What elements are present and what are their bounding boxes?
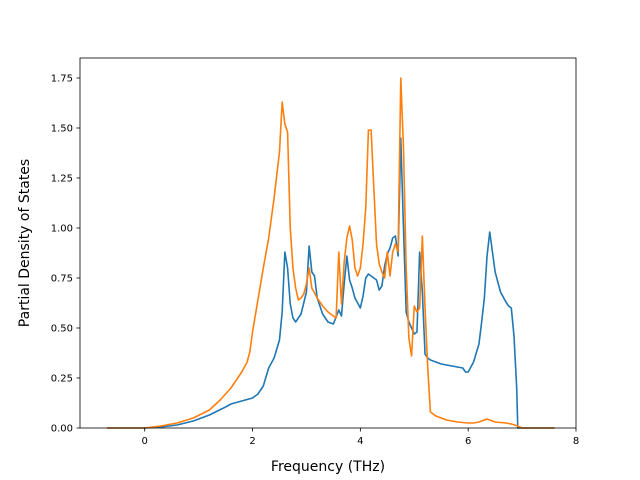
x-axis-ticks: 0 2 4 6 8 <box>142 428 579 447</box>
y-tick-label: 0.50 <box>51 324 73 335</box>
y-tick-label: 1.00 <box>51 224 73 235</box>
x-tick-label: 6 <box>465 436 471 447</box>
y-tick-label: 1.75 <box>51 74 73 85</box>
x-tick-label: 4 <box>357 436 363 447</box>
series-layer <box>106 77 555 429</box>
y-tick-label: 0.75 <box>51 274 73 285</box>
y-axis-label: Partial Density of States <box>17 159 33 327</box>
y-tick-label: 0.00 <box>51 424 73 435</box>
pdos-series-1-line <box>106 137 555 429</box>
plot-frame <box>79 57 577 429</box>
x-tick-label: 2 <box>249 436 255 447</box>
y-tick-label: 0.25 <box>51 374 73 385</box>
x-axis-label: Frequency (THz) <box>271 459 385 475</box>
y-axis-ticks: 0.00 0.25 0.50 0.75 1.00 1.25 1.50 1.75 <box>51 74 80 435</box>
y-tick-label: 1.25 <box>51 174 73 185</box>
x-tick-label: 8 <box>573 436 579 447</box>
y-tick-label: 1.50 <box>51 124 73 135</box>
x-tick-label: 0 <box>142 436 148 447</box>
pdos-series-2-line <box>106 77 555 429</box>
